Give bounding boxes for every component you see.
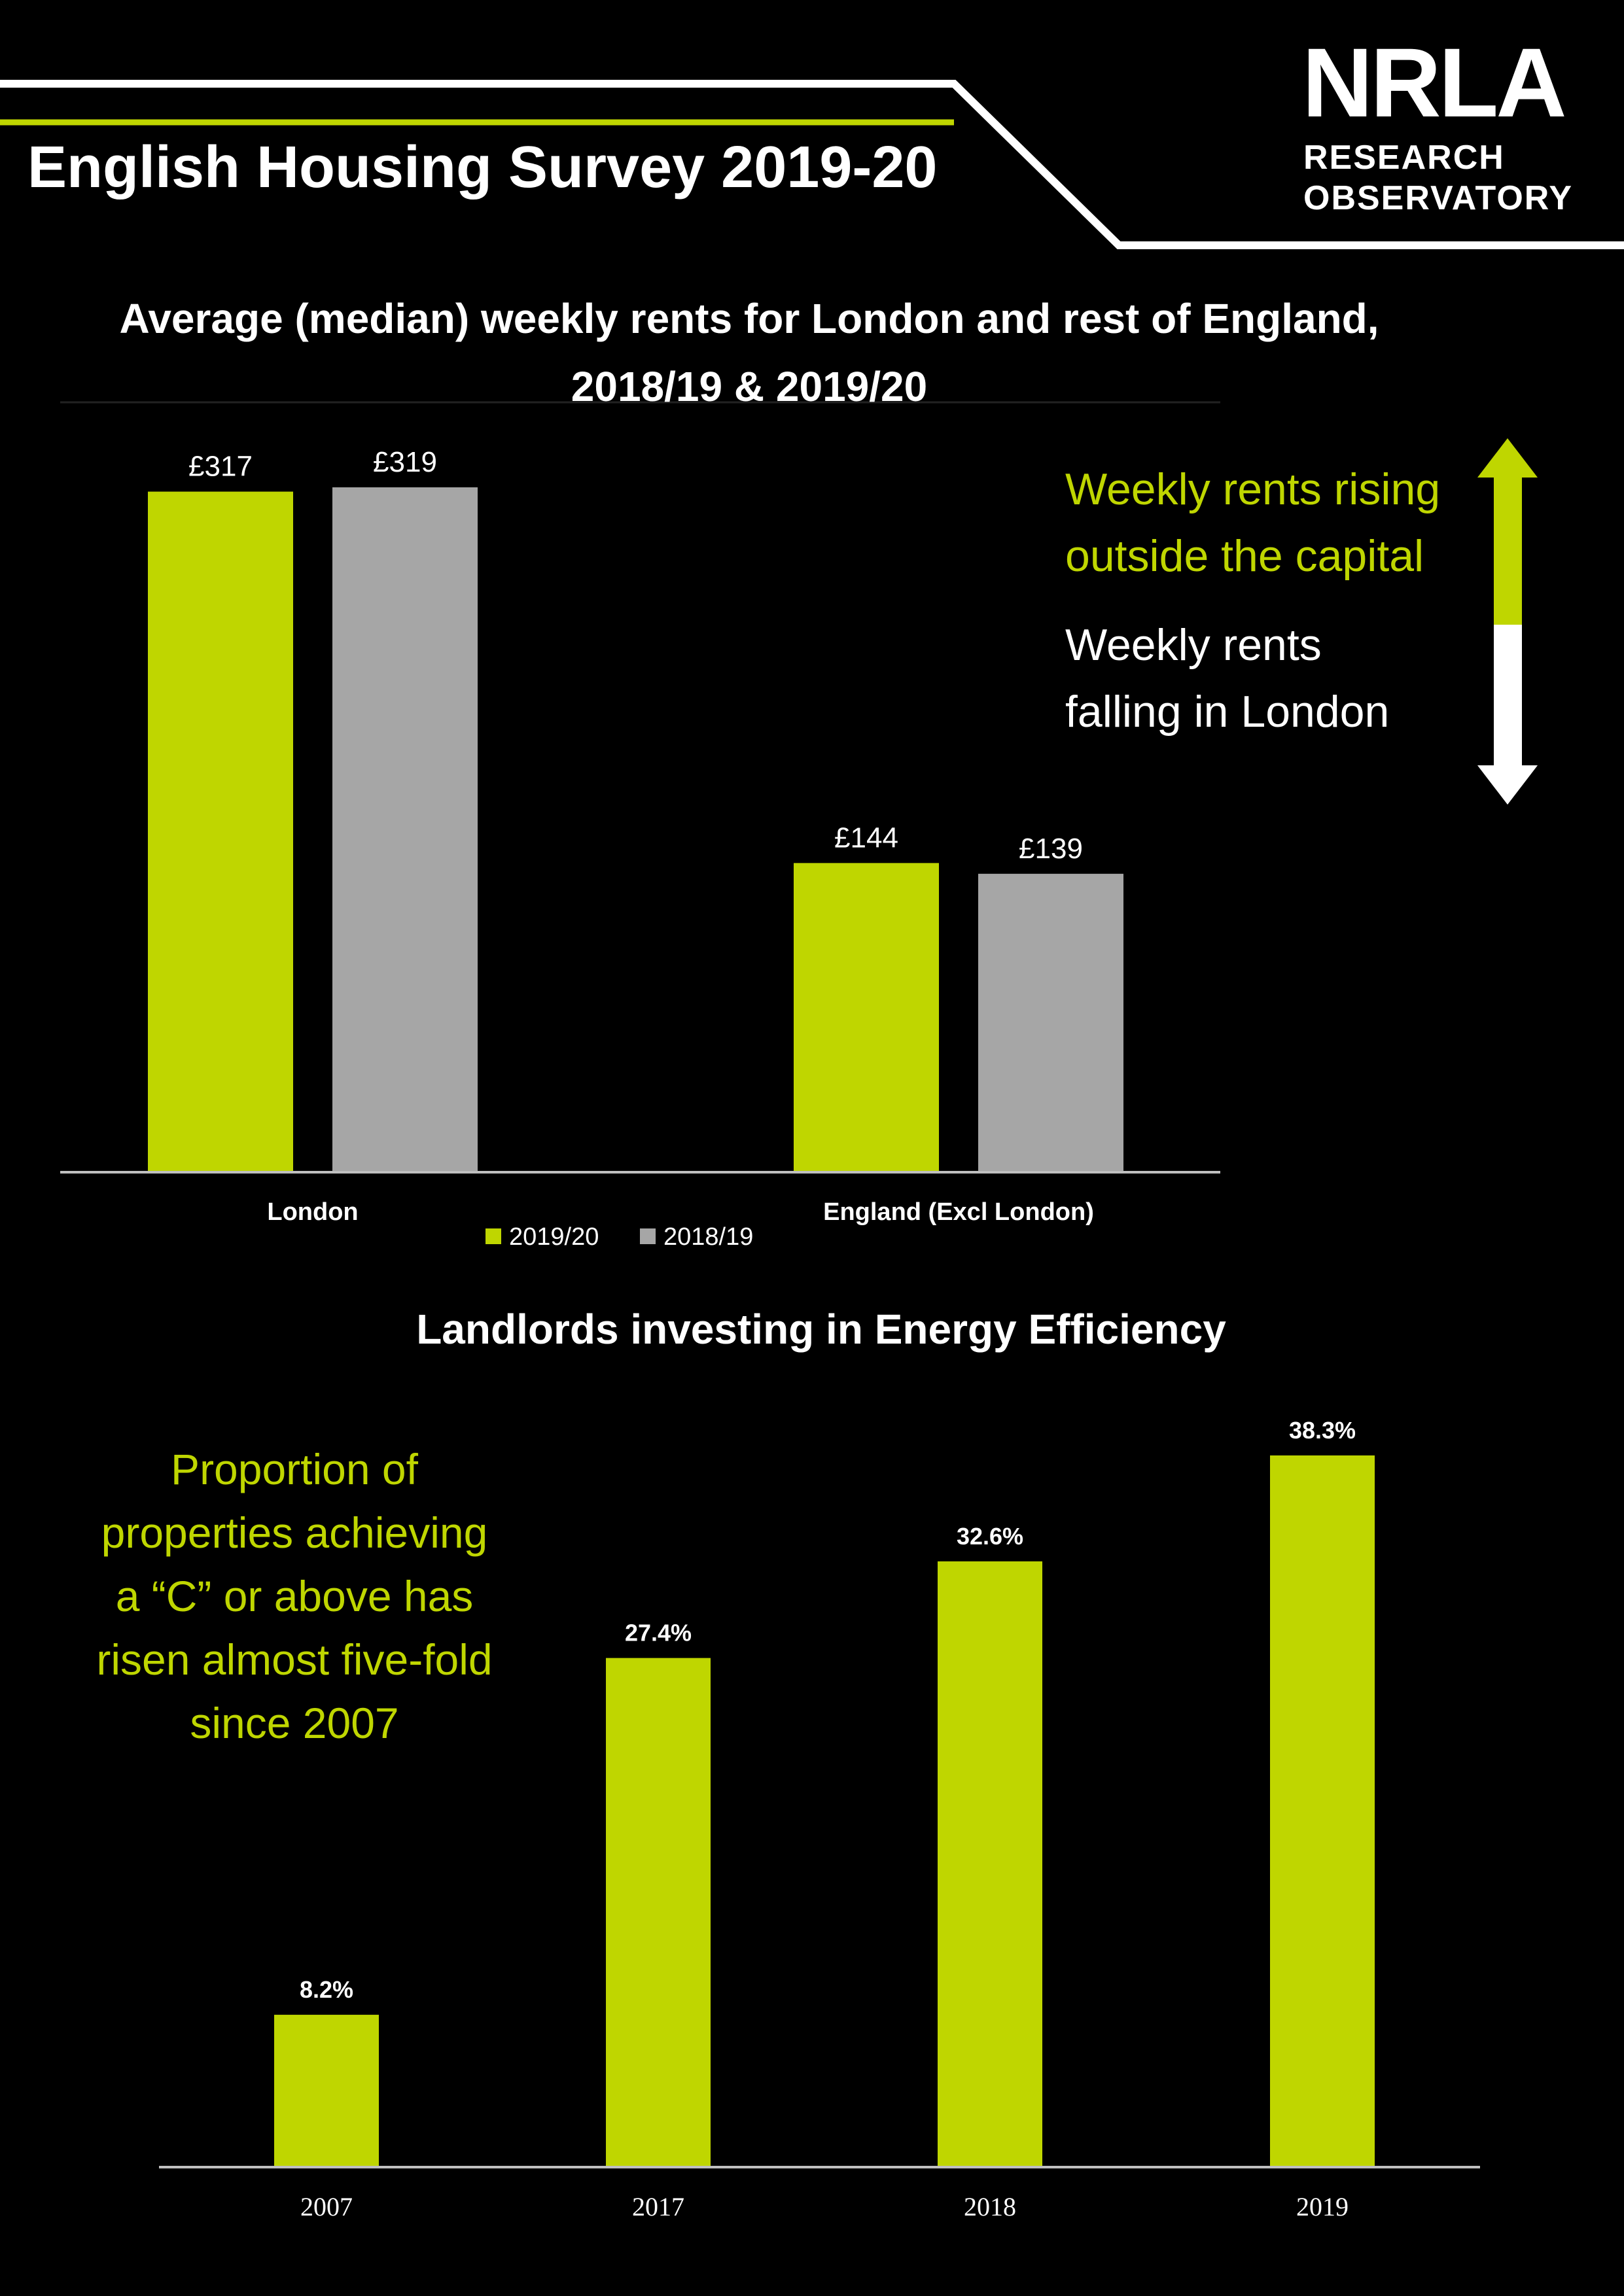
- energy-category-label-2018: 2018: [964, 2192, 1016, 2221]
- rent-legend-swatch-1: [640, 1228, 656, 1244]
- energy-note-line1: Proportion of: [171, 1445, 418, 1493]
- arrow-down-icon: [1477, 625, 1538, 805]
- energy-bar-label-2018: 32.6%: [957, 1523, 1023, 1550]
- rent-chart-title-line2: 2018/19 & 2019/20: [571, 363, 928, 410]
- rent-legend-swatch-0: [485, 1228, 501, 1244]
- rents-rising-line1: Weekly rents rising: [1065, 464, 1441, 514]
- energy-note-line2: properties achieving: [101, 1508, 488, 1557]
- rent-bar-label-1-0: £144: [834, 822, 898, 854]
- energy-chart-title: Landlords investing in Energy Efficiency: [416, 1306, 1226, 1353]
- energy-category-label-2017: 2017: [632, 2192, 684, 2221]
- rents-falling-line1: Weekly rents: [1065, 620, 1322, 670]
- energy-bar-2007: [274, 2015, 379, 2167]
- energy-note-line3: a “C” or above has: [115, 1572, 474, 1620]
- brand-sub-line2: OBSERVATORY: [1303, 179, 1574, 217]
- energy-bar-label-2017: 27.4%: [625, 1620, 692, 1646]
- rent-bar-1-1: [978, 873, 1123, 1172]
- nrla-logo: NRLA: [1302, 27, 1567, 137]
- rents-rising-note: Weekly rents rising outside the capital: [1065, 456, 1440, 589]
- energy-note-line4: risen almost five-fold: [96, 1635, 493, 1684]
- energy-bar-2017: [606, 1658, 711, 2167]
- rent-bar-1-0: [794, 863, 939, 1172]
- rent-bar-label-0-0: £317: [188, 451, 253, 483]
- rent-category-label-0: London: [267, 1198, 358, 1226]
- energy-category-label-2019: 2019: [1296, 2192, 1349, 2221]
- rent-legend-label-0: 2019/20: [509, 1223, 599, 1251]
- energy-efficiency-note: Proportion of properties achieving a “C”…: [59, 1438, 530, 1755]
- energy-bar-label-2007: 8.2%: [300, 1976, 353, 2003]
- rent-bar-label-0-1: £319: [373, 446, 437, 478]
- rent-chart: £317 £319 London £144 £139 England (Excl Lond…: [148, 446, 1123, 1251]
- rent-category-label-1: England (Excl London): [823, 1198, 1094, 1226]
- header-border-line: [0, 80, 1624, 249]
- page-title: English Housing Survey 2019-20: [27, 135, 938, 200]
- rent-chart-title-line1: Average (median) weekly rents for London…: [119, 295, 1379, 342]
- rents-rising-line2: outside the capital: [1065, 531, 1424, 581]
- rent-legend-label-1: 2018/19: [663, 1223, 753, 1251]
- rents-falling-line2: falling in London: [1065, 687, 1390, 737]
- brand-sub-line1: RESEARCH: [1303, 139, 1505, 177]
- arrow-up-icon: [1477, 438, 1538, 625]
- energy-bar-label-2019: 38.3%: [1289, 1417, 1356, 1444]
- rent-bar-0-0: [148, 491, 293, 1173]
- rents-falling-note: Weekly rents falling in London: [1065, 612, 1389, 745]
- nrla-logo-subtitle: RESEARCH OBSERVATORY: [1303, 137, 1573, 218]
- energy-bar-2019: [1270, 1455, 1375, 2167]
- rent-bar-0-1: [332, 487, 478, 1172]
- energy-category-label-2007: 2007: [300, 2192, 353, 2221]
- energy-bar-2018: [938, 1561, 1042, 2167]
- energy-chart: 8.2% 2007 27.4% 2017 32.6% 2018 38.3% 2019: [274, 1417, 1375, 2221]
- energy-note-line5: since 2007: [190, 1699, 399, 1747]
- rent-bar-label-1-1: £139: [1019, 833, 1083, 865]
- rent-chart-title: Average (median) weekly rents for London…: [26, 285, 1472, 421]
